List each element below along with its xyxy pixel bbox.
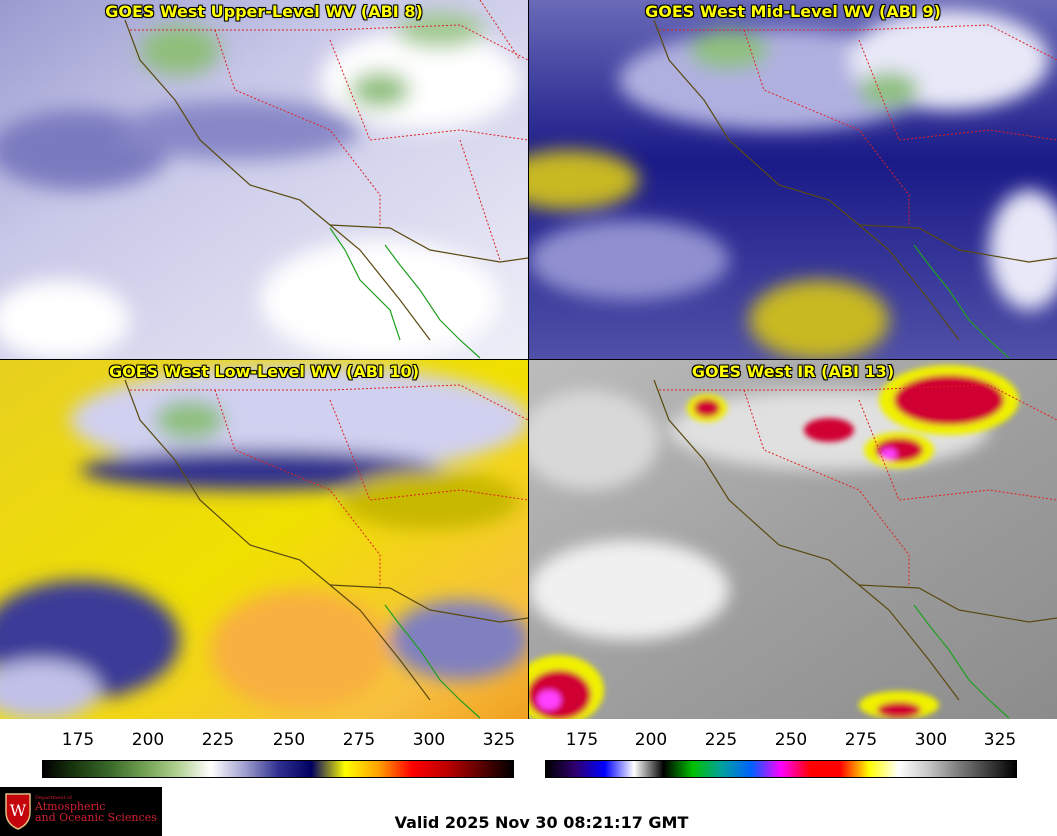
upper-level-wv-image [0,0,528,359]
logo-line-oceanic: and Oceanic Sciences [35,811,157,824]
wv-colorbar-gradient [42,760,514,778]
wv-tick-label: 275 [342,730,376,750]
wv-tick-label: 300 [412,730,446,750]
wv-tick-label: 325 [482,730,516,750]
ir-tick-label: 175 [565,730,599,750]
wv-tick-label: 250 [272,730,306,750]
ir-tick-label: 250 [774,730,808,750]
logo-line-atmospheric: Atmospheric [35,800,106,813]
panel-divider-horizontal [0,359,1057,360]
ir-tick-label: 200 [634,730,668,750]
ir-image [529,360,1057,719]
logo-name: Atmospheric and Oceanic Sciences [35,801,157,823]
mid-level-wv-image [529,0,1057,359]
uw-crest-icon: W [5,793,31,830]
panel-title: GOES West IR (ABI 13) [691,362,895,381]
low-level-wv-image [0,360,528,719]
ir-colorbar-gradient [545,760,1017,778]
ir-tick-label: 225 [704,730,738,750]
wv-colorbar-ticks: 175 200 225 250 275 300 325 [0,730,528,750]
aos-logo: W Department of Atmospheric and Oceanic … [0,787,162,836]
wv-tick-label: 200 [131,730,165,750]
panel-title: GOES West Mid-Level WV (ABI 9) [645,2,941,21]
valid-time: Valid 2025 Nov 30 08:21:17 GMT [394,813,689,832]
wv-tick-label: 175 [61,730,95,750]
wv-tick-label: 225 [201,730,235,750]
crest-letter: W [10,801,27,820]
panel-low-level-wv: GOES West Low-Level WV (ABI 10) [0,360,528,719]
panel-title: GOES West Low-Level WV (ABI 10) [108,362,419,381]
ir-colorbar-ticks: 175 200 225 250 275 300 325 [529,730,1057,750]
panel-ir: GOES West IR (ABI 13) [529,360,1057,719]
panel-upper-level-wv: GOES West Upper-Level WV (ABI 8) [0,0,528,359]
panel-title: GOES West Upper-Level WV (ABI 8) [105,2,423,21]
ir-tick-label: 275 [844,730,878,750]
ir-tick-label: 325 [983,730,1017,750]
ir-tick-label: 300 [914,730,948,750]
wv-colorbar: 175 200 225 250 275 300 325 [0,720,528,780]
panel-mid-level-wv: GOES West Mid-Level WV (ABI 9) [529,0,1057,359]
ir-colorbar: 175 200 225 250 275 300 325 [529,720,1057,780]
logo-dept: Department of [35,795,72,801]
